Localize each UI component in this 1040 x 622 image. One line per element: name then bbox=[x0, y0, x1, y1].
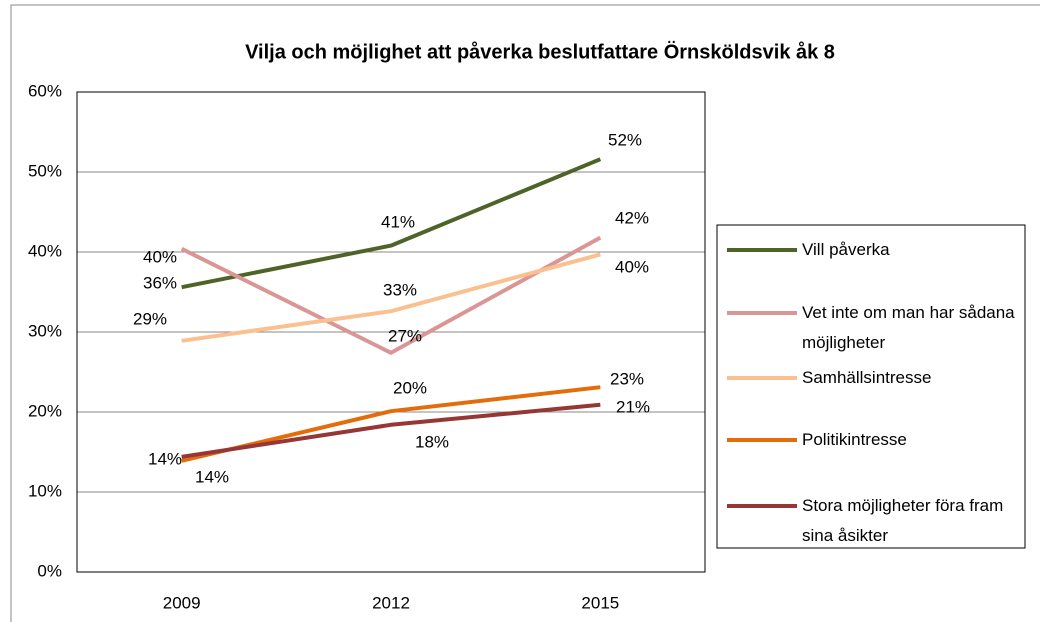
data-label: 20% bbox=[393, 378, 427, 397]
data-label: 14% bbox=[148, 449, 182, 468]
legend-label: Politikintresse bbox=[802, 430, 907, 449]
legend-label: Vill påverka bbox=[802, 240, 890, 259]
y-tick-label: 30% bbox=[28, 321, 62, 340]
data-label: 41% bbox=[381, 212, 415, 231]
x-tick-label: 2012 bbox=[372, 593, 410, 612]
data-label: 36% bbox=[143, 273, 177, 292]
data-label: 18% bbox=[415, 432, 449, 451]
y-tick-label: 60% bbox=[28, 81, 62, 100]
legend-box bbox=[716, 224, 1026, 549]
chart-title: Vilja och möjlighet att påverka beslutfa… bbox=[245, 40, 835, 63]
data-label: 40% bbox=[143, 247, 177, 266]
chart-border bbox=[10, 4, 1040, 622]
y-tick-label: 50% bbox=[28, 161, 62, 180]
legend-label: Samhällsintresse bbox=[802, 368, 932, 387]
data-label: 14% bbox=[195, 467, 229, 486]
legend-label: Vet inte om man har sådana möjligheter bbox=[802, 303, 1015, 352]
plot-frame bbox=[76, 91, 706, 573]
data-label: 33% bbox=[383, 280, 417, 299]
data-label: 40% bbox=[615, 257, 649, 276]
x-tick-label: 2015 bbox=[581, 593, 619, 612]
series-line bbox=[181, 252, 601, 343]
data-label: 52% bbox=[608, 130, 642, 149]
x-tick-label: 2009 bbox=[163, 593, 201, 612]
series-line bbox=[181, 157, 602, 290]
legend-label: Stora möjligheter föra fram sina åsikter bbox=[802, 496, 1004, 545]
y-tick-label: 20% bbox=[28, 401, 62, 420]
series-line bbox=[181, 402, 601, 459]
data-label: 21% bbox=[616, 397, 650, 416]
data-label: 29% bbox=[133, 309, 167, 328]
y-tick-label: 0% bbox=[37, 561, 62, 580]
data-label: 23% bbox=[610, 369, 644, 388]
series-line bbox=[180, 235, 602, 355]
y-tick-label: 40% bbox=[28, 241, 62, 260]
y-tick-label: 10% bbox=[28, 481, 62, 500]
data-label: 42% bbox=[615, 208, 649, 227]
data-label: 27% bbox=[388, 326, 422, 345]
